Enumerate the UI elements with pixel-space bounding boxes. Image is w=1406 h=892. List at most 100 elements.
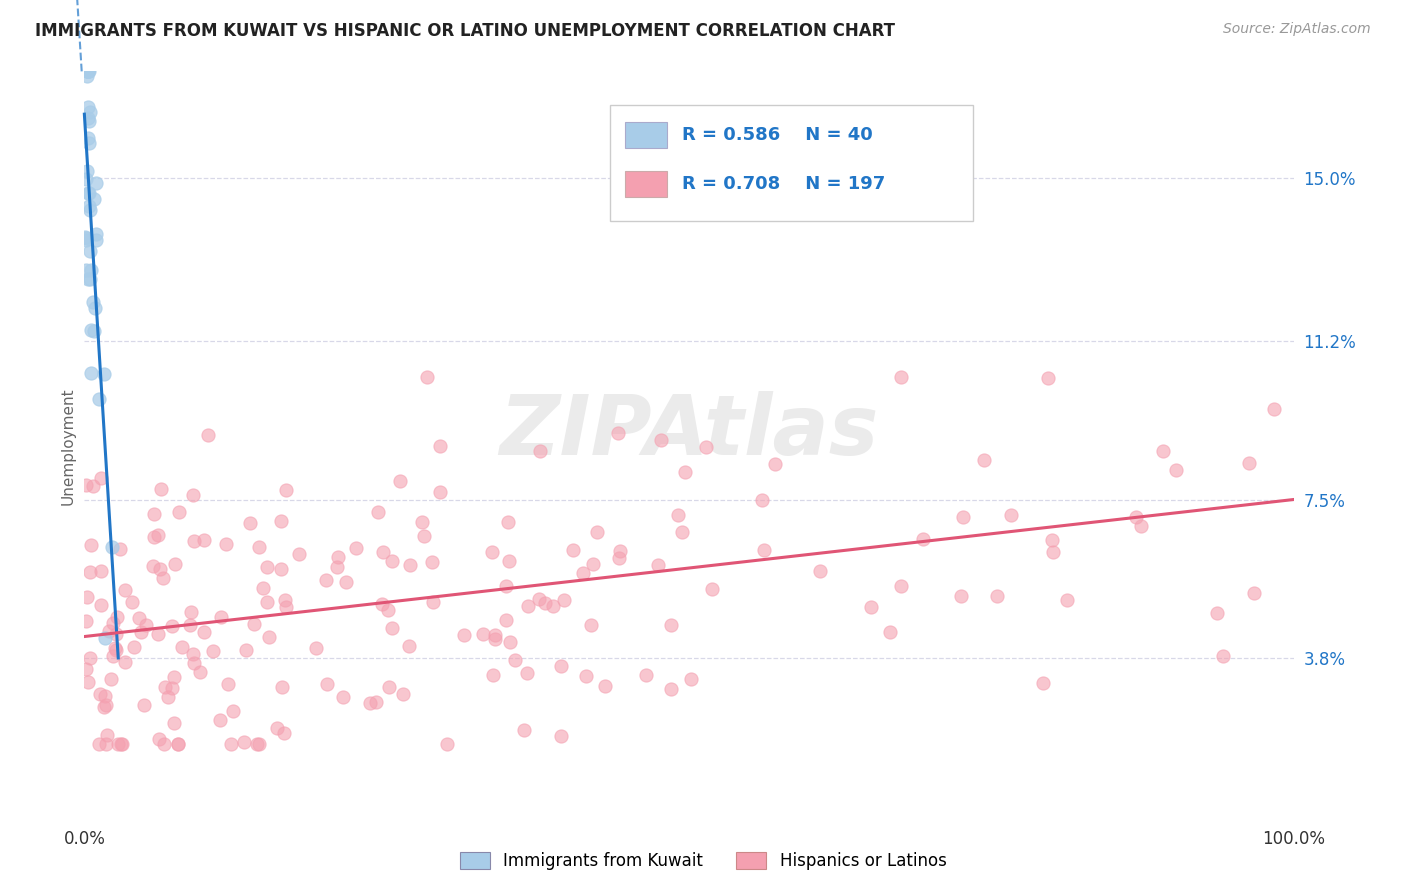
Point: [79, 366, 101, 380]
Point: [148, 731, 170, 746]
Point: [76, 186, 98, 200]
Point: [582, 557, 605, 571]
Point: [129, 624, 152, 639]
FancyBboxPatch shape: [610, 105, 973, 221]
Point: [1263, 401, 1285, 416]
Point: [270, 514, 292, 528]
Point: [84, 233, 107, 247]
Point: [93, 367, 115, 381]
Point: [661, 681, 683, 696]
Point: [246, 737, 269, 751]
Point: [90, 471, 112, 485]
Point: [75, 615, 97, 629]
Point: [114, 655, 136, 669]
Point: [513, 723, 536, 737]
Point: [104, 643, 127, 657]
Point: [326, 560, 349, 574]
Point: [132, 698, 155, 712]
Point: [79, 650, 101, 665]
Point: [146, 528, 169, 542]
Point: [76, 163, 98, 178]
Point: [381, 621, 404, 635]
Point: [1212, 648, 1234, 663]
Point: [498, 554, 520, 568]
Point: [911, 532, 934, 546]
Point: [155, 680, 177, 694]
Point: [1042, 545, 1064, 559]
Point: [188, 665, 211, 680]
Text: IMMIGRANTS FROM KUWAIT VS HISPANIC OR LATINO UNEMPLOYMENT CORRELATION CHART: IMMIGRANTS FROM KUWAIT VS HISPANIC OR LA…: [35, 22, 896, 40]
Point: [75, 233, 97, 247]
Point: [89, 687, 111, 701]
Point: [83, 192, 105, 206]
Point: [581, 617, 603, 632]
Point: [1164, 463, 1187, 477]
Point: [890, 370, 912, 384]
Point: [93, 699, 115, 714]
Point: [214, 537, 236, 551]
Point: [274, 599, 297, 614]
Point: [879, 625, 901, 640]
Point: [197, 428, 219, 442]
Point: [77, 674, 100, 689]
Point: [412, 529, 434, 543]
Point: [335, 575, 357, 590]
Point: [609, 544, 631, 558]
Point: [378, 680, 401, 694]
Point: [170, 640, 193, 655]
Text: R = 0.586    N = 40: R = 0.586 N = 40: [682, 126, 873, 144]
Point: [79, 271, 101, 285]
Point: [256, 560, 278, 574]
Point: [202, 644, 225, 658]
Point: [162, 715, 184, 730]
Point: [495, 578, 517, 592]
Point: [82, 295, 104, 310]
Point: [77, 130, 100, 145]
Point: [101, 615, 124, 630]
Point: [371, 597, 394, 611]
Point: [156, 690, 179, 704]
Y-axis label: Unemployment: Unemployment: [60, 387, 76, 505]
Point: [553, 593, 575, 607]
Text: ZIPAtlas: ZIPAtlas: [499, 391, 879, 472]
Point: [420, 555, 443, 569]
Point: [93, 690, 115, 704]
Point: [429, 439, 451, 453]
Point: [1130, 518, 1153, 533]
Point: [411, 515, 433, 529]
Point: [666, 508, 689, 523]
Point: [104, 626, 127, 640]
Point: [503, 653, 526, 667]
Point: [681, 673, 703, 687]
Point: [84, 176, 107, 190]
Point: [235, 643, 257, 657]
Point: [76, 100, 98, 114]
Point: [550, 658, 572, 673]
Point: [484, 632, 506, 646]
Point: [550, 729, 572, 743]
Point: [346, 541, 368, 556]
Point: [315, 573, 337, 587]
Point: [80, 263, 103, 277]
Point: [163, 670, 186, 684]
Bar: [624, 170, 668, 197]
Text: R = 0.708    N = 197: R = 0.708 N = 197: [682, 175, 884, 193]
Point: [274, 483, 297, 498]
Point: [270, 562, 292, 576]
Point: [949, 589, 972, 603]
Point: [517, 599, 540, 613]
Point: [595, 680, 617, 694]
Point: [75, 231, 97, 245]
Legend: Immigrants from Kuwait, Hispanics or Latinos: Immigrants from Kuwait, Hispanics or Lat…: [454, 847, 952, 875]
Point: [79, 244, 101, 259]
Point: [472, 627, 495, 641]
Point: [75, 478, 97, 492]
Point: [561, 542, 583, 557]
Point: [77, 64, 100, 78]
Point: [89, 737, 111, 751]
Point: [110, 737, 132, 751]
Point: [659, 617, 682, 632]
Point: [183, 534, 205, 549]
Point: [93, 631, 115, 645]
Point: [148, 561, 170, 575]
